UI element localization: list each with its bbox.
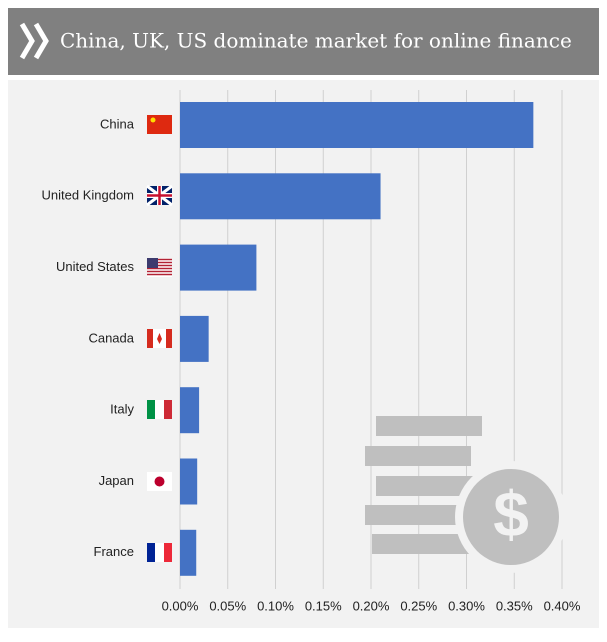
x-tick-label: 0.15% (305, 598, 342, 613)
svg-text:$: $ (493, 478, 529, 550)
x-tick-label: 0.25% (400, 598, 437, 613)
x-tick-label: 0.00% (162, 598, 199, 613)
bar (180, 173, 381, 220)
bar (180, 387, 200, 434)
y-tick-label: China (100, 116, 135, 131)
flag-france (147, 543, 172, 562)
flag-china (147, 115, 172, 134)
chevrons (19, 22, 49, 60)
bar (180, 315, 209, 362)
x-tick-label: 0.40% (544, 598, 581, 613)
bar (180, 244, 257, 291)
y-tick-label: United States (56, 259, 135, 274)
bar (180, 529, 197, 576)
x-tick-label: 0.05% (209, 598, 246, 613)
y-tick-label: Japan (99, 473, 134, 488)
x-tick-label: 0.35% (496, 598, 533, 613)
coins-icon: $ (365, 416, 567, 573)
bar (180, 458, 198, 505)
chart-title: China, UK, US dominate market for online… (60, 29, 572, 53)
flag-canada (147, 329, 172, 348)
flags (146, 115, 173, 562)
flag-italy (147, 400, 172, 419)
x-tick-label: 0.20% (353, 598, 390, 613)
y-tick-label: Canada (88, 330, 134, 345)
y-tick-label: Italy (110, 402, 134, 417)
bar (180, 102, 534, 148)
flag-uk (146, 184, 173, 207)
flag-japan (147, 472, 172, 491)
y-tick-label: United Kingdom (42, 188, 135, 203)
x-tick-label: 0.30% (448, 598, 485, 613)
x-tick-label: 0.10% (257, 598, 294, 613)
flag-us (147, 258, 172, 277)
y-tick-label: France (94, 544, 134, 559)
title-banner (8, 8, 599, 75)
